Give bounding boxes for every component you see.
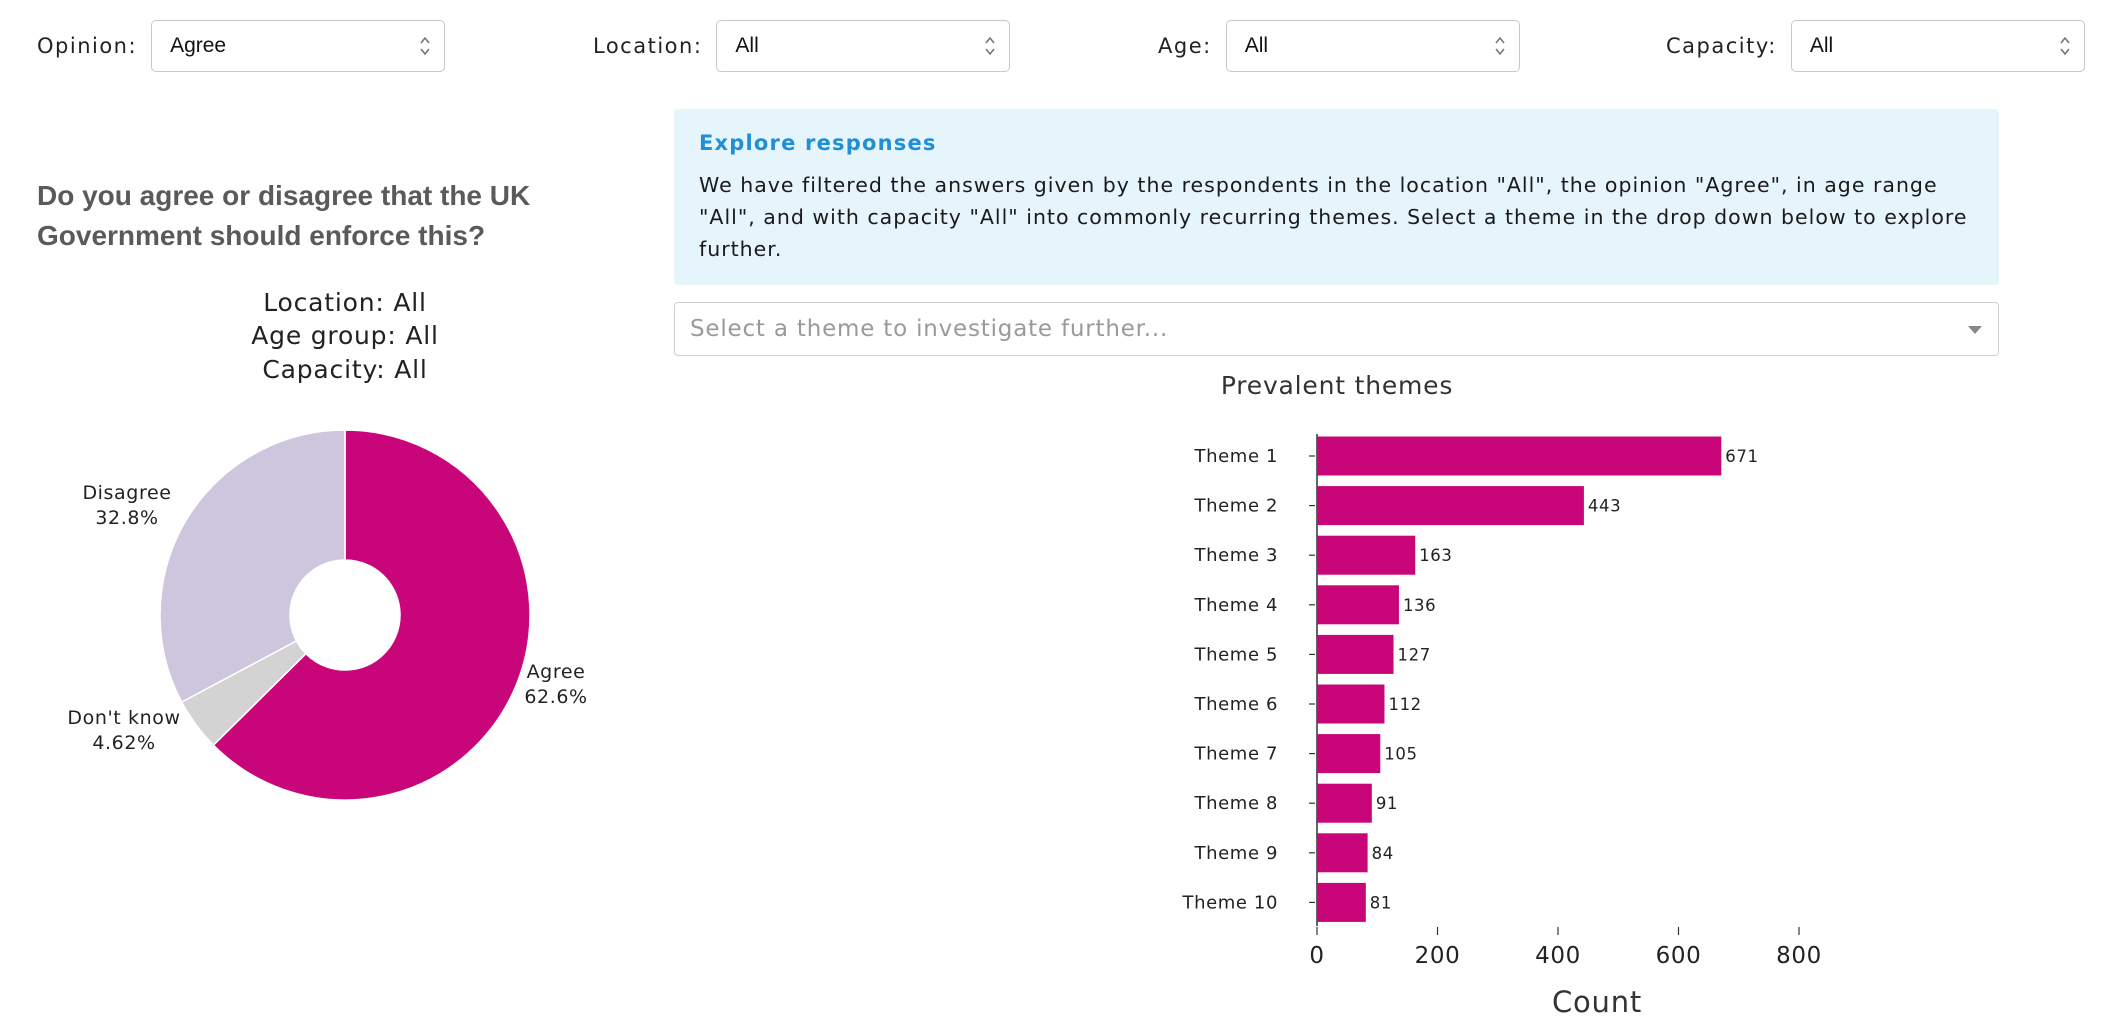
updown-chevron-icon — [2060, 36, 2070, 56]
pie-title-line: Location: All — [263, 290, 427, 317]
bar[interactable] — [1317, 585, 1399, 625]
y-tick-label: Theme 10 — [1181, 892, 1278, 913]
bar-value-label: 84 — [1372, 844, 1394, 863]
bar-value-label: 136 — [1403, 596, 1436, 615]
bar[interactable] — [1317, 634, 1394, 674]
bar-value-label: 163 — [1419, 546, 1452, 565]
age-select-value: All — [1244, 34, 1269, 57]
explore-responses-text: We have filtered the answers given by th… — [699, 173, 1968, 261]
pie-slice-value: 62.6% — [524, 686, 587, 708]
opinion-filter-label: Opinion: — [37, 34, 138, 58]
bar[interactable] — [1317, 833, 1368, 873]
pie-slice-label: Agree — [527, 661, 586, 683]
y-tick-label: Theme 6 — [1194, 694, 1278, 715]
explore-responses-title: Explore responses — [699, 131, 937, 155]
location-select[interactable]: All — [716, 20, 1011, 72]
x-tick-label: 200 — [1415, 943, 1461, 969]
pie-title-line: Age group: All — [251, 321, 438, 350]
bar[interactable] — [1317, 684, 1385, 724]
y-tick-label: Theme 9 — [1194, 843, 1278, 864]
bar[interactable] — [1317, 486, 1584, 526]
bar[interactable] — [1317, 436, 1722, 476]
capacity-filter: Capacity: All — [1666, 19, 2085, 73]
x-axis-label: Count — [1552, 985, 1642, 1019]
pie-slice-label: Don't know — [67, 707, 180, 729]
opinion-select[interactable]: Agree — [151, 20, 446, 72]
age-filter-label: Age: — [1158, 34, 1212, 58]
bar-value-label: 91 — [1376, 794, 1398, 813]
y-tick-label: Theme 8 — [1194, 793, 1278, 814]
opinion-pie-chart: Location: All Age group: All Capacity: All… — [67, 290, 587, 801]
pie-slice-disagree[interactable] — [159, 429, 346, 704]
x-tick-label: 800 — [1776, 943, 1822, 969]
pie-slice-label: Disagree — [82, 482, 171, 504]
y-tick-label: Theme 3 — [1194, 545, 1278, 566]
bar-value-label: 127 — [1398, 645, 1431, 664]
y-tick-label: Theme 1 — [1194, 446, 1278, 467]
y-tick-label: Theme 2 — [1194, 496, 1278, 517]
opinion-select-value: Agree — [170, 34, 227, 57]
bar-value-label: 105 — [1384, 745, 1417, 764]
bar[interactable] — [1317, 783, 1372, 823]
bar[interactable] — [1317, 882, 1366, 922]
y-tick-label: Theme 5 — [1194, 644, 1278, 665]
question-heading: Do you agree or disagree that the UK Gov… — [37, 180, 531, 251]
x-tick-label: 400 — [1535, 943, 1581, 969]
bar[interactable] — [1317, 535, 1416, 575]
pie-title-line: Capacity: All — [262, 355, 427, 384]
x-tick-label: 600 — [1656, 943, 1702, 969]
capacity-filter-label: Capacity: — [1666, 34, 1777, 58]
bar-value-label: 112 — [1388, 695, 1421, 714]
location-filter-label: Location: — [593, 34, 703, 58]
theme-select-placeholder: Select a theme to investigate further... — [690, 316, 1169, 342]
bar-value-label: 443 — [1588, 497, 1621, 516]
location-filter: Location: All — [593, 19, 1011, 73]
bar[interactable] — [1317, 734, 1381, 774]
pie-slice-agree[interactable] — [212, 429, 531, 801]
pie-slice-value: 4.62% — [92, 732, 155, 754]
caret-down-icon — [1968, 326, 1982, 334]
age-select[interactable]: All — [1225, 20, 1520, 72]
x-tick-label: 0 — [1309, 943, 1324, 969]
explore-responses-panel: Explore responses We have filtered the a… — [674, 109, 1999, 285]
y-tick-label: Theme 7 — [1194, 744, 1278, 765]
themes-bar-chart: Prevalent themes Theme 1 671 Theme 2 443 The… — [1181, 371, 1822, 1019]
chart-title: Prevalent themes — [1221, 371, 1453, 400]
updown-chevron-icon — [420, 36, 430, 56]
bar-value-label: 671 — [1725, 447, 1758, 466]
opinion-filter: Opinion: Agree — [37, 19, 446, 73]
location-select-value: All — [735, 34, 759, 57]
capacity-select[interactable]: All — [1790, 20, 2085, 72]
pie-slice-value: 32.8% — [95, 507, 158, 529]
age-filter: Age: All — [1158, 19, 1520, 73]
updown-chevron-icon — [985, 36, 996, 56]
y-tick-label: Theme 4 — [1194, 595, 1278, 616]
theme-select[interactable]: Select a theme to investigate further... — [674, 302, 1999, 356]
capacity-select-value: All — [1809, 34, 1834, 57]
updown-chevron-icon — [1495, 36, 1505, 56]
bar-value-label: 81 — [1370, 893, 1392, 912]
